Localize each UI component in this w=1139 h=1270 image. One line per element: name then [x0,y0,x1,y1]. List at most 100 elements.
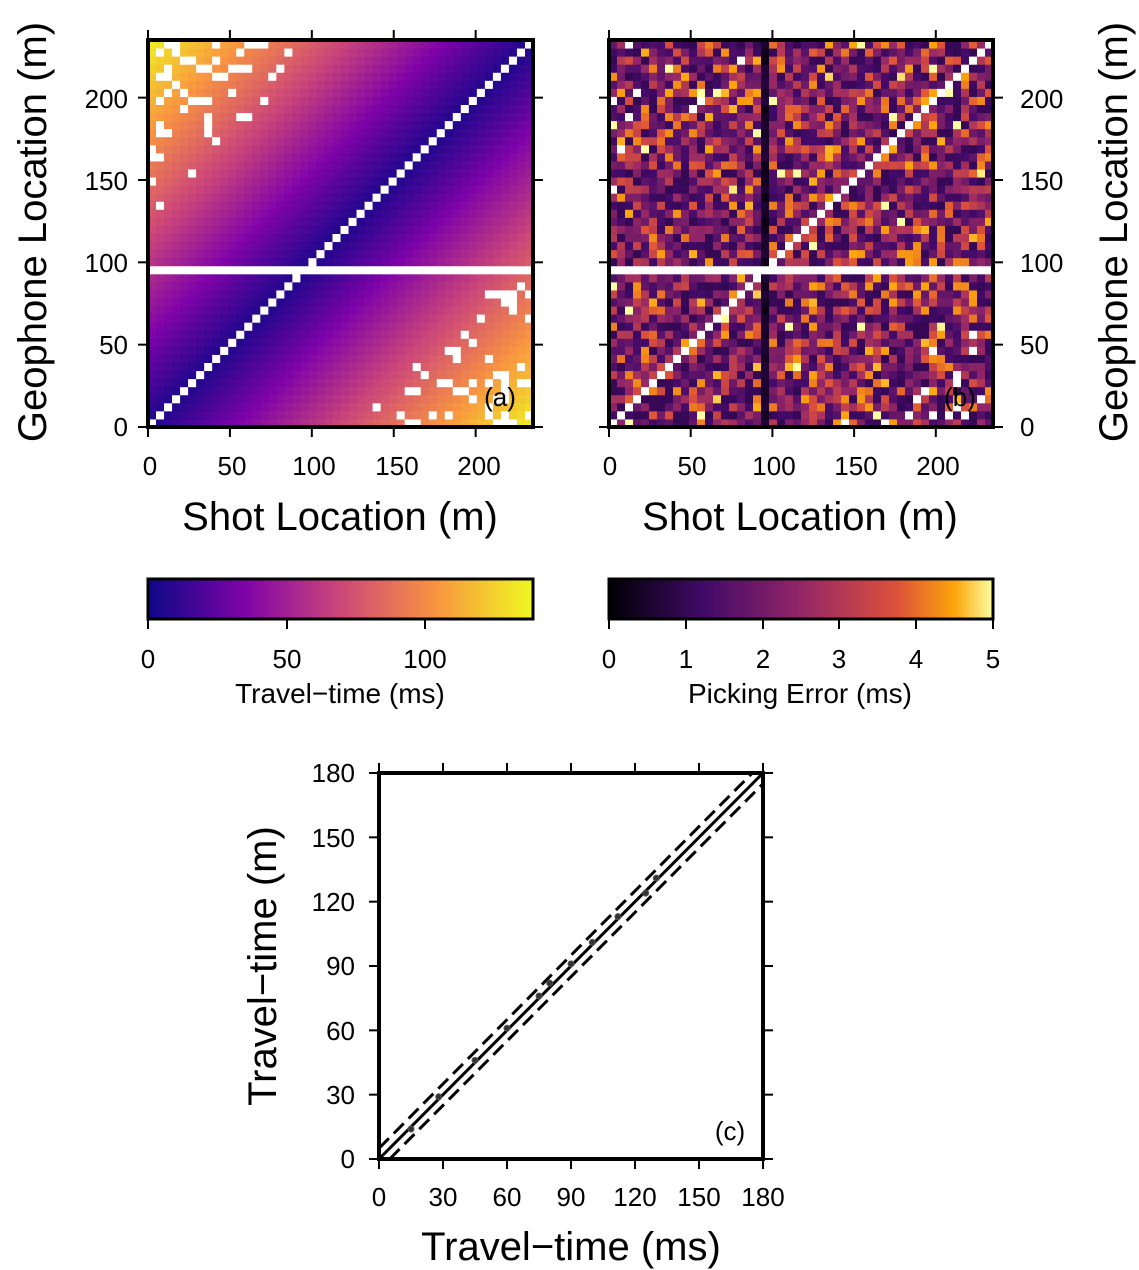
heatmap-cell [817,145,826,154]
heatmap-cell [244,250,253,259]
heatmap-cell [785,242,794,251]
heatmap-cell [729,169,738,178]
heatmap-cell [276,298,285,307]
heatmap-cell [188,290,197,299]
heatmap-cell [164,266,173,275]
heatmap-cell [801,330,810,339]
heatmap-cell [801,395,810,404]
heatmap-cell [244,121,253,130]
heatmap-cell [373,56,382,65]
heatmap-cell [625,225,634,234]
heatmap-cell [397,225,406,234]
heatmap-cell [469,411,478,420]
heatmap-cell [316,201,325,210]
heatmap-cell [713,258,722,267]
heatmap-cell [421,56,430,65]
heatmap-cell [921,105,930,114]
heatmap-cell [397,379,406,388]
heatmap-cell [857,209,866,218]
heatmap-cell [721,322,730,331]
heatmap-cell [657,88,666,97]
heatmap-cell [913,161,922,170]
heatmap-cell [625,395,634,404]
heatmap-cell [172,169,181,178]
heatmap-cell [373,266,382,275]
heatmap-cell [308,314,317,323]
heatmap-cell [284,242,293,251]
heatmap-cell [341,411,350,420]
heatmap-cell [196,403,205,412]
heatmap-cell [705,395,714,404]
heatmap-cell [689,105,698,114]
heatmap-cell [196,250,205,259]
heatmap-cell [204,411,213,420]
heatmap-cell [809,314,818,323]
heatmap-cell [873,346,882,355]
heatmap-cell [196,395,205,404]
heatmap-cell [849,153,858,162]
heatmap-cell [913,234,922,243]
heatmap-cell [509,298,518,307]
heatmap-cell [397,403,406,412]
heatmap-cell [937,282,946,291]
heatmap-cell [477,177,486,186]
heatmap-cell [913,282,922,291]
heatmap-cell [397,306,406,315]
heatmap-cell [437,201,446,210]
heatmap-cell [405,387,414,396]
heatmap-cell [817,193,826,202]
colorbar-b-tick: 4 [909,644,923,674]
heatmap-cell [445,354,454,363]
heatmap-cell [453,129,462,138]
heatmap-cell [785,177,794,186]
heatmap-cell [857,338,866,347]
heatmap-cell [833,113,842,122]
heatmap-cell [761,330,770,339]
heatmap-cell [905,306,914,315]
heatmap-cell [657,72,666,81]
heatmap-cell [881,137,890,146]
heatmap-cell [793,217,802,226]
heatmap-cell [769,217,778,226]
heatmap-cell [188,411,197,420]
heatmap-cell [212,201,221,210]
heatmap-cell [292,371,301,380]
heatmap-cell [172,177,181,186]
heatmap-cell [445,242,454,251]
heatmap-cell [705,338,714,347]
heatmap-cell [913,354,922,363]
heatmap-cell [617,306,626,315]
heatmap-cell [268,177,277,186]
heatmap-cell [172,379,181,388]
heatmap-cell [220,88,229,97]
heatmap-cell [617,371,626,380]
heatmap-cell [689,56,698,65]
heatmap-cell [341,298,350,307]
heatmap-cell [517,330,526,339]
heatmap-cell [220,80,229,89]
heatmap-cell [341,314,350,323]
heatmap-cell [833,56,842,65]
heatmap-cell [745,242,754,251]
heatmap-cell [713,346,722,355]
heatmap-cell [777,371,786,380]
heatmap-cell [713,96,722,105]
heatmap-cell [969,145,978,154]
heatmap-cell [429,330,438,339]
heatmap-cell [625,209,634,218]
heatmap-cell [905,314,914,323]
heatmap-cell [689,282,698,291]
heatmap-cell [633,338,642,347]
heatmap-cell [156,363,165,372]
heatmap-cell [889,330,898,339]
heatmap-cell [308,209,317,218]
heatmap-cell [785,113,794,122]
heatmap-cell [737,161,746,170]
heatmap-cell [681,169,690,178]
heatmap-cell [421,242,430,251]
heatmap-cell [705,266,714,275]
heatmap-cell [825,137,834,146]
heatmap-cell [172,113,181,122]
heatmap-cell [172,258,181,267]
heatmap-cell [421,330,430,339]
